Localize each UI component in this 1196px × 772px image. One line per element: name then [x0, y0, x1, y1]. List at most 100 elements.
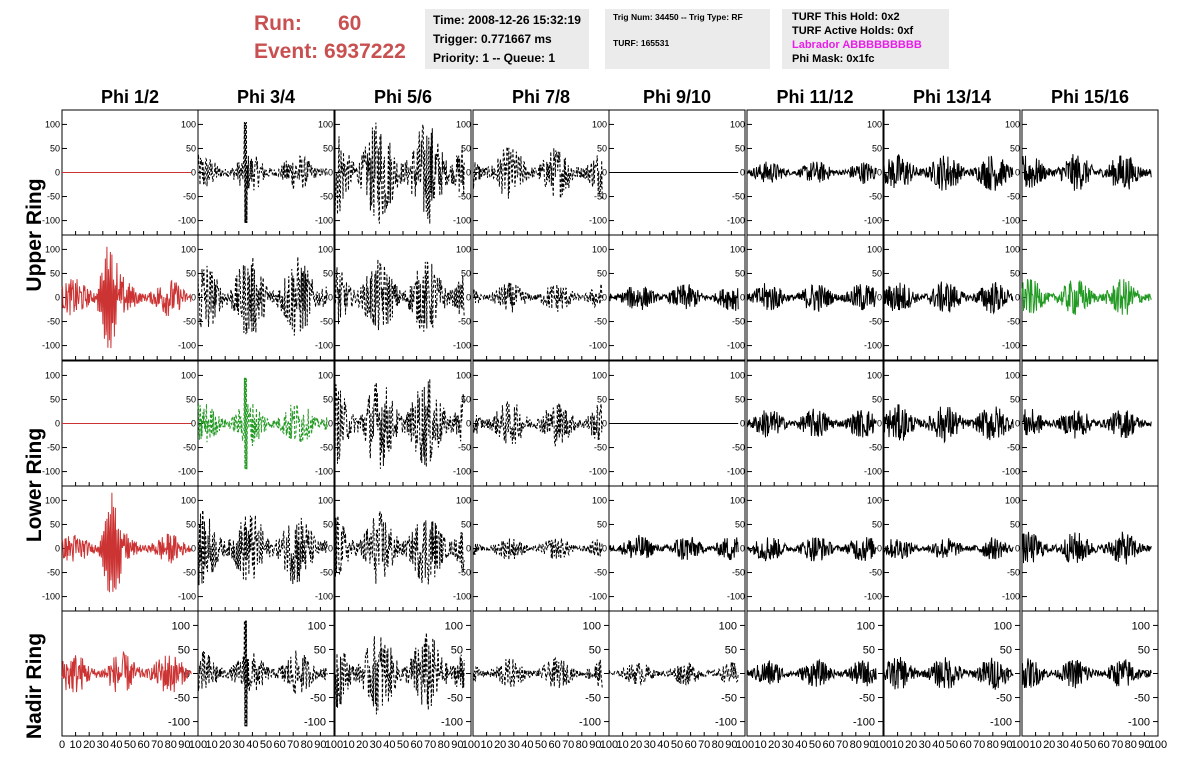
panel-r3-c2: 100 50 0 -50 -100 — [178, 360, 335, 487]
y-tick-label: -50 — [447, 693, 463, 705]
waveform-line — [883, 537, 1014, 560]
y-tick-label: 100 — [1005, 370, 1020, 380]
y-tick-label: 50 — [461, 268, 471, 278]
y-tick-label: 50 — [50, 394, 60, 404]
x-tick-label: 20 — [630, 739, 642, 751]
x-tick-label: 50 — [124, 739, 136, 751]
x-tick-label: 30 — [919, 739, 931, 751]
x-tick-label: 50 — [397, 739, 409, 751]
y-tick-label: 100 — [592, 495, 607, 505]
panel-r5-c3: 100 50 0 -50 -100 — [334, 610, 472, 737]
x-tick-label: 20 — [356, 739, 368, 751]
panel-r3-c3: 100 50 0 -50 -100 — [315, 360, 472, 487]
x-tick-label: 80 — [438, 739, 450, 751]
y-tick-label: -100 — [178, 216, 196, 226]
panel-r1-c7: 100 50 0 -50 -100 — [864, 109, 1021, 236]
y-tick-label: 100 — [867, 370, 882, 380]
y-tick-label: 50 — [50, 268, 60, 278]
x-tick-label: 30 — [508, 739, 520, 751]
x-tick-label: 80 — [850, 739, 862, 751]
y-tick-label: -100 — [727, 592, 745, 602]
y-tick-label: 0 — [877, 293, 882, 303]
x-tick-label: 90 — [725, 739, 737, 751]
waveform-line — [883, 404, 1014, 444]
y-tick-label: 100 — [445, 620, 463, 632]
y-tick-label: -100 — [315, 216, 333, 226]
y-tick-label: -100 — [453, 216, 471, 226]
x-tick-label: 60 — [410, 739, 422, 751]
x-tick-label: 40 — [657, 739, 669, 751]
y-tick-label: -100 — [864, 216, 882, 226]
x-tick-label: 100 — [462, 739, 480, 751]
event-label: Event: — [254, 40, 319, 63]
y-tick-label: -100 — [453, 341, 471, 351]
phi-label-7: Phi 13/14 — [912, 87, 992, 107]
x-tick-label: 40 — [383, 739, 395, 751]
waveform-line — [197, 256, 328, 336]
y-tick-label: 50 — [323, 394, 333, 404]
y-tick-label: 100 — [456, 495, 471, 505]
y-tick-label: -50 — [721, 693, 737, 705]
waveform-line — [883, 281, 1014, 315]
y-tick-label: 50 — [735, 268, 745, 278]
waveform-line — [883, 154, 1014, 191]
y-tick-label: 100 — [456, 370, 471, 380]
x-tick-label: 30 — [782, 739, 794, 751]
x-tick-label: 60 — [959, 739, 971, 751]
y-tick-label: 50 — [186, 394, 196, 404]
waveform-line — [472, 401, 603, 447]
x-tick-label: 10 — [205, 739, 217, 751]
y-tick-label: 50 — [186, 268, 196, 278]
panel-r2-c1: 100 50 0 -50 -100 — [42, 234, 199, 361]
x-tick-label: 80 — [1125, 739, 1137, 751]
x-tick-label: 40 — [110, 739, 122, 751]
x-tick-label: 40 — [795, 739, 807, 751]
y-tick-label: -100 — [304, 717, 326, 729]
y-tick-label: 100 — [181, 495, 196, 505]
x-tick-label: 10 — [616, 739, 628, 751]
y-tick-label: -50 — [594, 443, 607, 453]
y-tick-label: 0 — [457, 669, 463, 681]
panel-r3-c8: 100 50 0 -50 -100 — [1002, 360, 1159, 487]
phi-label-6: Phi 11/12 — [776, 87, 854, 107]
y-tick-label: 100 — [181, 119, 196, 129]
waveform-line — [197, 620, 328, 727]
y-tick-label: 0 — [740, 293, 745, 303]
y-tick-label: 50 — [1000, 644, 1012, 656]
panel-r5-c4: 100 50 0 -50 -100 — [472, 610, 610, 737]
y-tick-label: -100 — [727, 341, 745, 351]
x-tick-label: 30 — [233, 739, 245, 751]
y-tick-label: 0 — [466, 293, 471, 303]
x-tick-label: 10 — [1029, 739, 1041, 751]
y-tick-label: 50 — [725, 644, 737, 656]
panel-r1-c8: 100 50 0 -50 -100 — [1002, 109, 1159, 236]
panel-r2-c8: 100 50 0 -50 -100 — [1002, 234, 1159, 361]
y-tick-label: -100 — [589, 341, 607, 351]
panel-r2-c2: 100 50 0 -50 -100 — [178, 234, 335, 361]
run-event-block: Run: 60 Event: 6937222 — [254, 10, 406, 66]
y-tick-label: 50 — [1010, 519, 1020, 529]
y-tick-label: 0 — [595, 669, 601, 681]
x-tick-label: 30 — [644, 739, 656, 751]
y-tick-label: -50 — [183, 192, 196, 202]
panel-r4-c4: 100 50 0 -50 -100 — [453, 485, 610, 612]
panel-r4-c3: 100 50 0 -50 -100 — [315, 485, 472, 612]
panel-r3-c5: 100 50 0 -50 -100 — [589, 360, 746, 487]
x-tick-label: 20 — [1043, 739, 1055, 751]
y-tick-label: -50 — [732, 443, 745, 453]
y-tick-label: 100 — [592, 119, 607, 129]
waveform-line — [334, 509, 465, 585]
priority-text: Priority: 1 -- Queue: 1 — [433, 51, 556, 65]
x-tick-label: 50 — [535, 739, 547, 751]
y-tick-label: 50 — [186, 519, 196, 529]
y-tick-label: 0 — [877, 168, 882, 178]
waveform-line — [61, 492, 192, 593]
y-tick-label: -50 — [458, 192, 471, 202]
waveform-line — [1021, 531, 1152, 565]
y-tick-label: 0 — [602, 419, 607, 429]
y-tick-label: -100 — [42, 341, 60, 351]
y-tick-label: 100 — [730, 370, 745, 380]
y-tick-label: 50 — [1010, 394, 1020, 404]
panel-r1-c2: 100 50 0 -50 -100 — [178, 109, 335, 236]
